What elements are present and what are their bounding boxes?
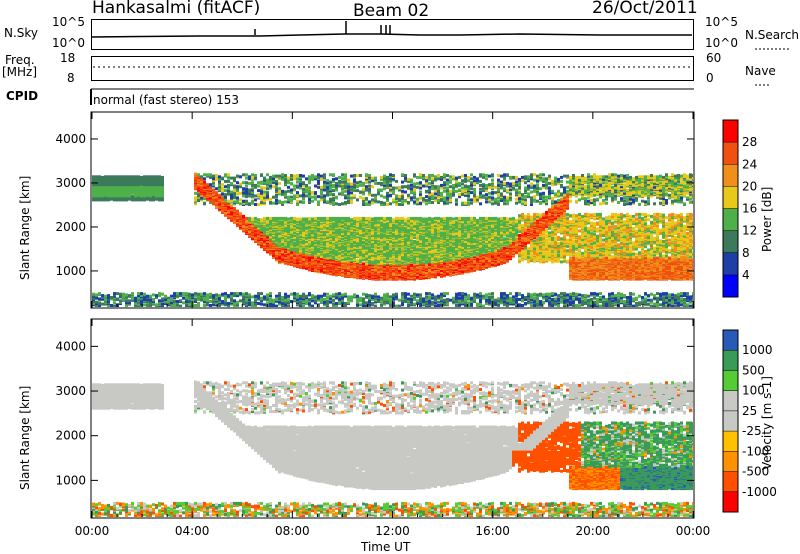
velocity-ylabel: Slant Range [km] — [18, 386, 32, 490]
power-colorbar-swatch — [723, 274, 738, 297]
freq-unit: [MHz] — [2, 65, 37, 79]
x-tick-label: 12:00 — [375, 524, 410, 538]
velocity-colorbar-label: Velocity [m s-1] — [760, 376, 774, 470]
velocity-colorbar-tick-label: 25 — [742, 404, 757, 418]
y-tick-label: 2000 — [55, 220, 86, 234]
velocity-colorbar-swatch — [723, 451, 738, 472]
nave-tick-high: 60 — [706, 51, 721, 65]
x-tick-label: 20:00 — [576, 524, 611, 538]
velocity-colorbar-frame — [722, 329, 739, 513]
cpid-text: normal (fast stereo) 153 — [93, 93, 239, 107]
power-colorbar-swatch — [723, 230, 738, 253]
x-tick-label: 04:00 — [175, 524, 210, 538]
nsearch-label: N.Search — [745, 28, 799, 42]
y-tick-label: 2000 — [55, 429, 86, 443]
power-colorbar-label: Power [dB] — [760, 187, 774, 252]
velocity-colorbar: -1000 -500 -100 -25 25 100 500 1000 — [722, 329, 777, 513]
power-colorbar-swatch — [723, 164, 738, 187]
velocity-colorbar-tick-label: -100 — [742, 444, 769, 458]
power-colorbar-tick-label: 20 — [742, 179, 757, 193]
power-colorbar-swatch — [723, 120, 738, 143]
power-colorbar-swatch — [723, 208, 738, 231]
power-colorbar-swatch — [723, 252, 738, 275]
velocity-colorbar-tick-label: 1000 — [742, 343, 773, 357]
velocity-colorbar-swatch — [723, 330, 738, 351]
nsky-line — [91, 33, 692, 38]
velocity-heatmap — [92, 380, 693, 517]
station-title: Hankasalmi (fitACF) — [92, 0, 260, 18]
power-colorbar-tick-label: 24 — [742, 157, 757, 171]
x-axis-label: Time UT — [361, 540, 410, 554]
x-tick-label: 00:00 — [676, 524, 711, 538]
x-tick-label: 08:00 — [275, 524, 310, 538]
nsky-panel — [91, 19, 694, 50]
x-tick-label: 00:00 — [75, 524, 110, 538]
y-tick-label: 4000 — [55, 339, 86, 353]
date-label: 26/Oct/2011 — [592, 0, 698, 18]
power-ylabel: Slant Range [km] — [18, 176, 32, 280]
power-colorbar-tick-label: 8 — [742, 246, 750, 260]
nsky-tick-low: 10^0 — [52, 36, 85, 50]
velocity-colorbar-tick-label: -25 — [742, 424, 762, 438]
power-colorbar-swatch — [723, 142, 738, 165]
velocity-colorbar-swatch — [723, 370, 738, 391]
freq-tick-low: 8 — [67, 71, 75, 85]
x-tick-label: 16:00 — [475, 524, 510, 538]
power-colorbar-tick-label: 28 — [742, 135, 757, 149]
velocity-colorbar-swatch — [723, 350, 738, 371]
velocity-colorbar-swatch — [723, 410, 738, 432]
y-tick-label: 3000 — [55, 176, 86, 190]
y-tick-label: 4000 — [55, 132, 86, 146]
y-tick-label: 1000 — [55, 264, 86, 278]
nsearch-tick-low: 10^0 — [705, 36, 738, 50]
nsky-label: N.Sky — [4, 26, 38, 40]
y-tick-label: 3000 — [55, 384, 86, 398]
power-heatmap — [92, 172, 693, 307]
beam-label: Beam 02 — [353, 1, 429, 21]
y-tick-label: 1000 — [55, 473, 86, 487]
freq-label: Freq. — [5, 53, 35, 67]
nave-tick-low: 0 — [706, 71, 714, 85]
velocity-colorbar-swatch — [723, 471, 738, 492]
cpid-label: CPID — [6, 89, 38, 103]
velocity-colorbar-swatch — [723, 491, 738, 512]
velocity-colorbar-swatch — [723, 431, 738, 452]
velocity-colorbar-swatch — [723, 390, 738, 411]
power-colorbar-tick-label: 12 — [742, 224, 757, 238]
velocity-colorbar-tick-label: 100 — [742, 384, 765, 398]
power-colorbar-tick-label: 4 — [742, 268, 750, 282]
freq-panel — [91, 56, 694, 81]
nsky-tick-high: 10^5 — [52, 15, 85, 29]
power-colorbar: 4 8 12 16 20 24 28 — [722, 119, 757, 298]
velocity-colorbar-tick-label: -500 — [742, 465, 769, 479]
power-colorbar-swatch — [723, 186, 738, 209]
freq-tick-high: 18 — [60, 51, 75, 65]
nave-label: Nave — [745, 64, 776, 78]
nsearch-tick-high: 10^5 — [705, 15, 738, 29]
velocity-colorbar-tick-label: -1000 — [742, 485, 777, 499]
velocity-colorbar-tick-label: 500 — [742, 363, 765, 377]
power-colorbar-tick-label: 16 — [742, 202, 757, 216]
